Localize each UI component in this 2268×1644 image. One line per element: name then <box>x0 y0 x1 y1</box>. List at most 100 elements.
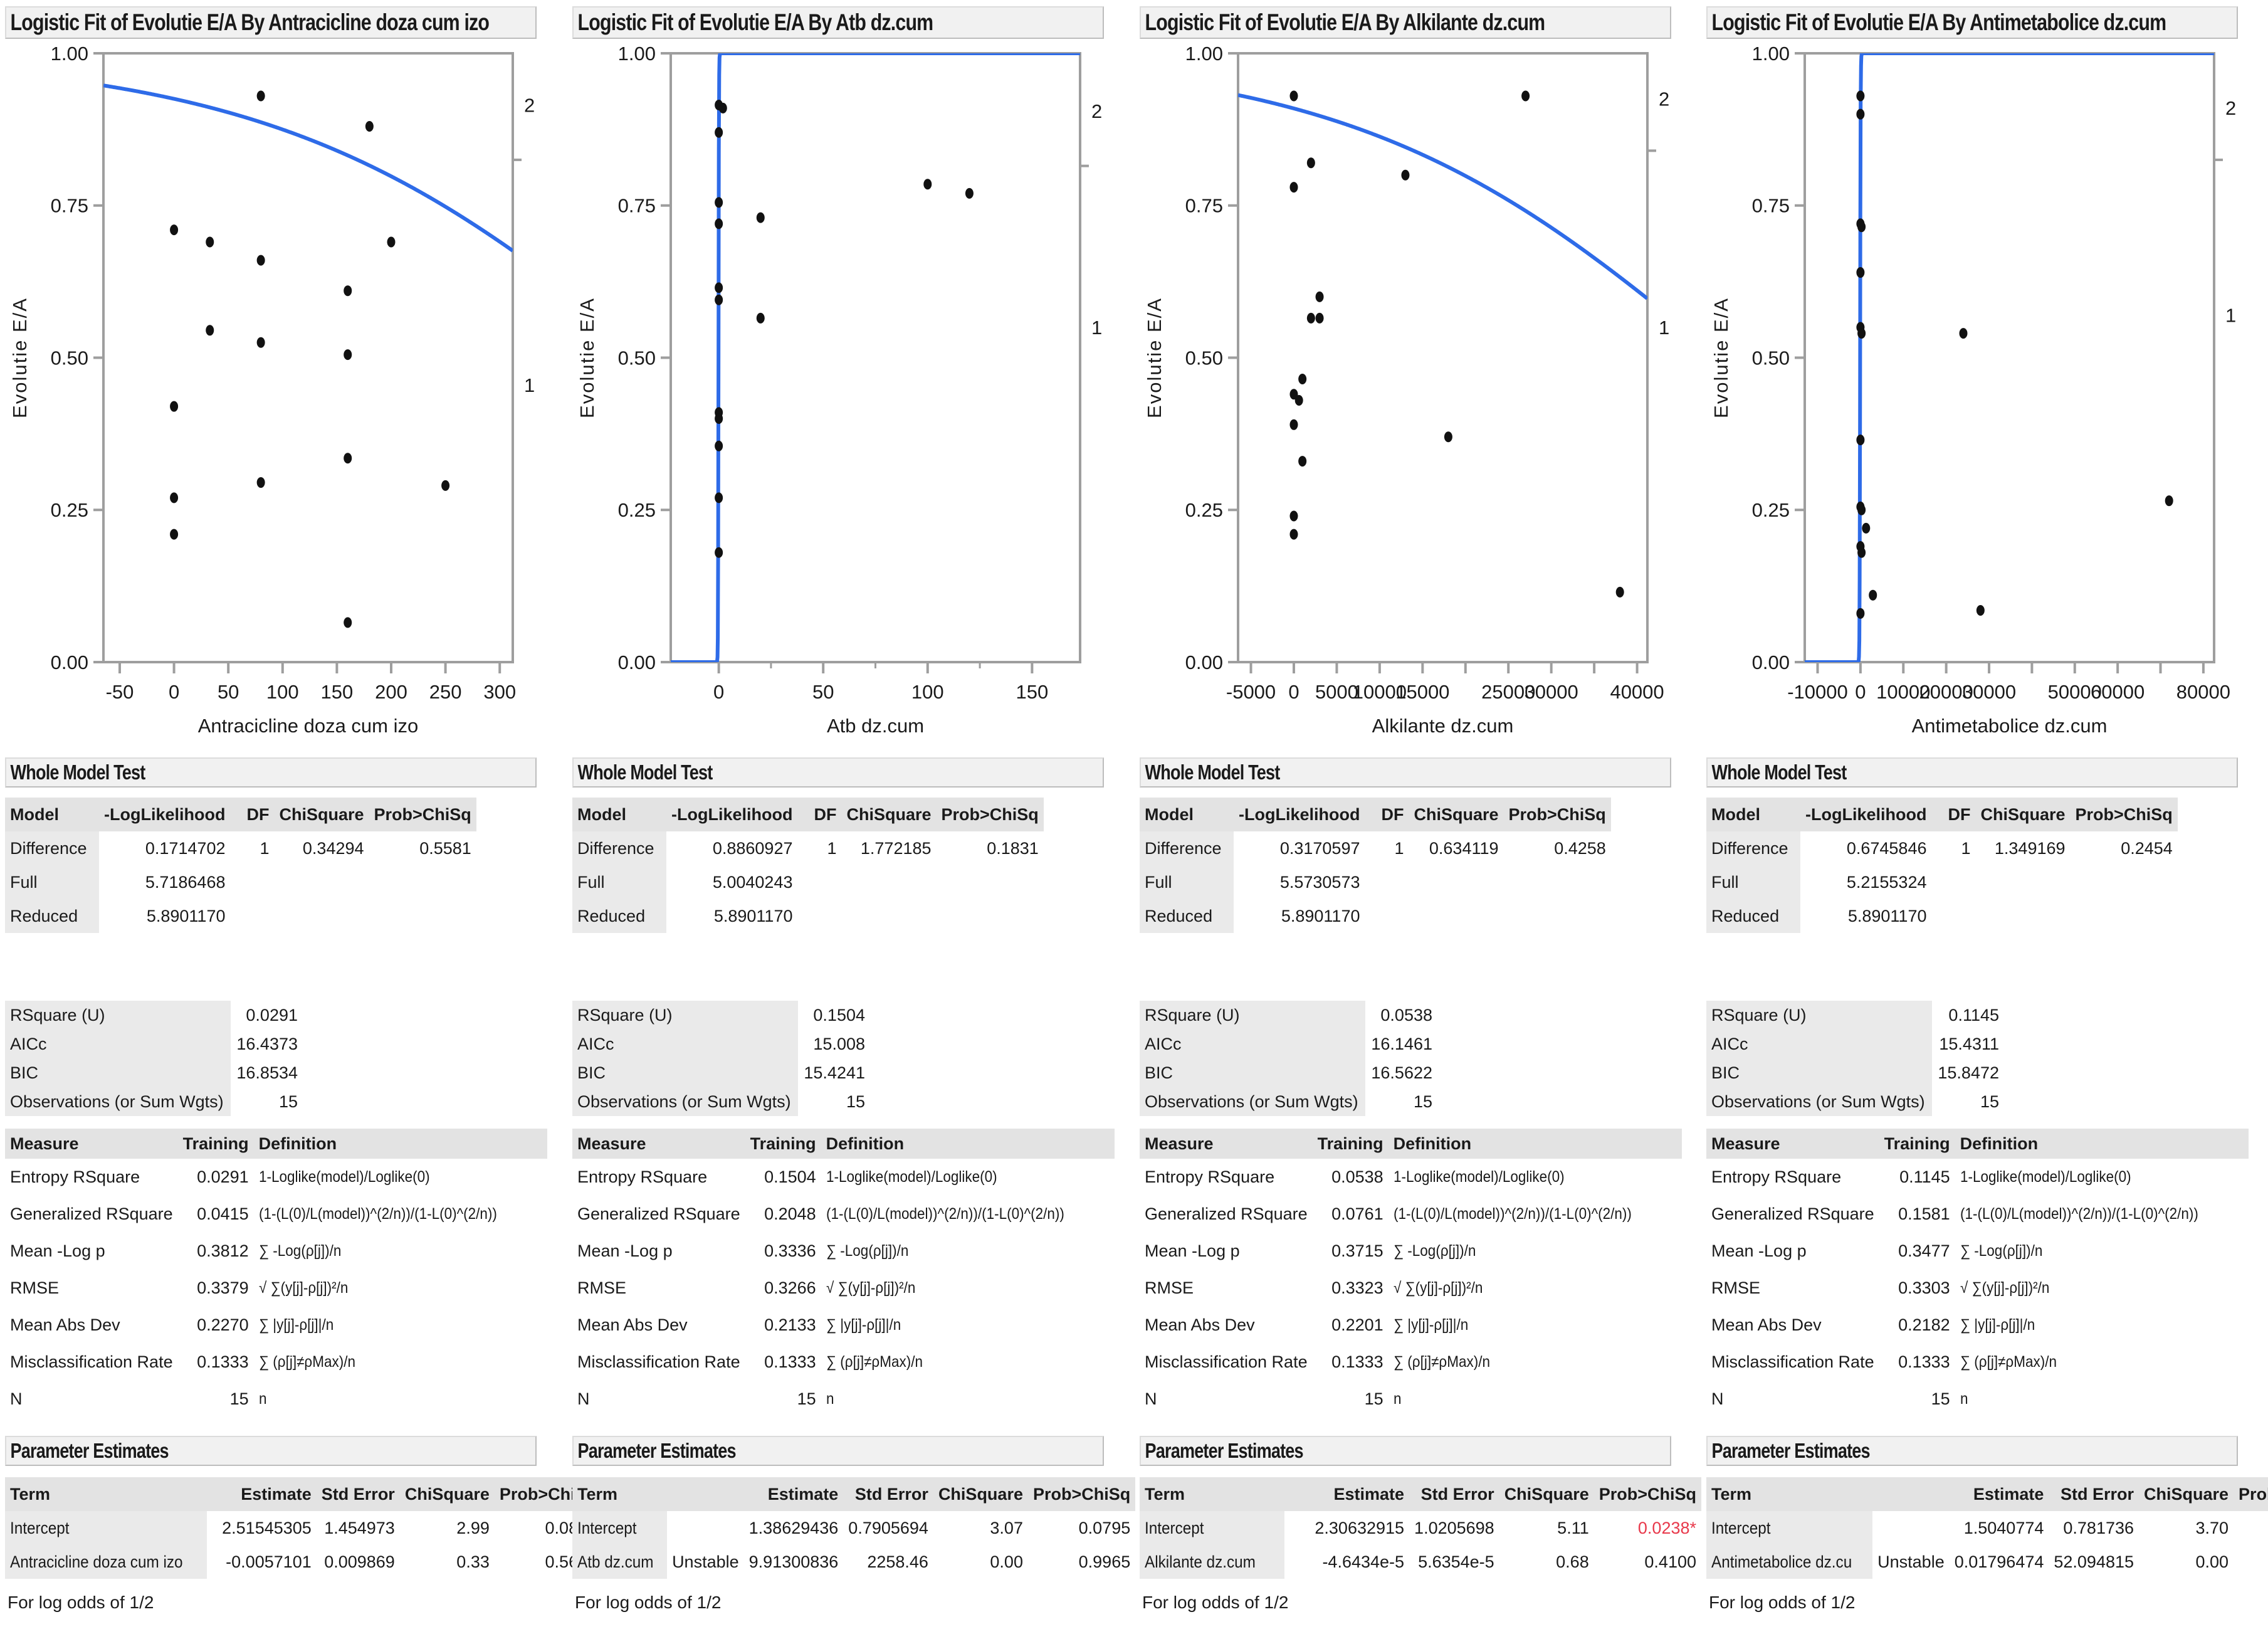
y-tick-label: 0.25 <box>1185 499 1223 521</box>
column-header: Prob>ChiSq <box>2070 798 2178 831</box>
measure-label: Mean Abs Dev <box>577 1315 688 1334</box>
stat-value: 15.4311 <box>1939 1034 1999 1053</box>
measure-label: Mean -Log p <box>1145 1241 1240 1260</box>
column-header: ChiSquare <box>1409 798 1504 831</box>
column-header: -LogLikelihood <box>1800 798 1932 831</box>
measure-definition: √ ∑(y[j]-ρ[j])²/n <box>821 1270 1115 1307</box>
model-row-label: Reduced <box>572 899 666 933</box>
stat-value: 15 <box>1980 1092 1999 1111</box>
measure-definition-text: (1-(L(0)/L(model))^(2/n))/(1-L(0)^(2/n)) <box>826 1205 1064 1223</box>
whole-model-test-header[interactable]: Whole Model Test <box>5 757 537 788</box>
column-header: Estimate <box>743 1477 844 1511</box>
measure-definition-text: 1-Loglike(model)/Loglike(0) <box>258 1168 430 1186</box>
table-cell: 0.6745846 <box>1846 838 1927 858</box>
log-odds-footnote: For log odds of 1/2 <box>1709 1593 1856 1612</box>
table-row: RSquare (U) 0.1145 <box>1706 1001 2004 1030</box>
x-tick-label: 250 <box>429 681 462 703</box>
x-tick-label: 40000 <box>1610 681 1664 703</box>
table-row: RMSE 0.3266 √ ∑(y[j]-ρ[j])²/n <box>572 1270 1115 1307</box>
table-cell: 0.634119 <box>1429 838 1499 858</box>
stat-value: 15 <box>1413 1092 1432 1111</box>
table-cell: 1 <box>1961 838 1971 858</box>
data-point <box>170 492 179 503</box>
panel-title-bar[interactable]: Logistic Fit of Evolutie E/A By Atb dz.c… <box>572 6 1104 39</box>
column-header: DF <box>230 798 275 831</box>
panel-title-bar[interactable]: Logistic Fit of Evolutie E/A By Antimeta… <box>1706 6 2238 39</box>
measure-definition: 1-Loglike(model)/Loglike(0) <box>1955 1159 2249 1196</box>
table-cell: 0.3170597 <box>1279 838 1360 858</box>
scatter-plot: 0.00 0.25 0.50 0.75 1.00 0 50 100 150 Evolutie E/… <box>576 43 1102 737</box>
estimate-value: 2.51545305 <box>222 1518 312 1537</box>
table-row: Intercept 1.38629436 0.7905694 3.07 0.0795 <box>572 1511 1135 1545</box>
panel-title-bar[interactable]: Logistic Fit of Evolutie E/A By Alkilant… <box>1140 6 1671 39</box>
plot-frame <box>102 52 514 663</box>
y-tick-label: 0.50 <box>618 347 656 369</box>
measure-label: Entropy RSquare <box>577 1167 708 1186</box>
table-row: RSquare (U) 0.0538 <box>1140 1001 1437 1030</box>
whole-model-test-header[interactable]: Whole Model Test <box>572 757 1104 788</box>
parameter-estimates-header[interactable]: Parameter Estimates <box>1140 1436 1671 1466</box>
table-row: Reduced 5.8901170 <box>5 899 476 933</box>
table-header-row: Model -LogLikelihood DF ChiSquare Prob>ChiSq <box>572 798 1044 831</box>
column-header: Measure <box>572 1129 745 1159</box>
measure-label: Misclassification Rate <box>10 1352 173 1371</box>
table-cell: 1.349169 <box>1994 838 2066 858</box>
term-text: Intercept <box>1145 1518 1204 1537</box>
x-tick-label: 15000 <box>1395 681 1449 703</box>
data-point <box>715 197 723 208</box>
measure-definition: ∑ (ρ[j]≠ρMax)/n <box>1389 1344 1682 1381</box>
data-point <box>1869 589 1877 601</box>
column-header: -LogLikelihood <box>1234 798 1365 831</box>
right-axis-level-2-label: 2 <box>1091 100 1102 122</box>
panel-title-bar[interactable]: Logistic Fit of Evolutie E/A By Antracic… <box>5 6 537 39</box>
x-tick-label: 0 <box>169 681 179 703</box>
measure-value: 0.3323 <box>1331 1278 1383 1297</box>
table-cell <box>2071 865 2178 899</box>
table-header-row: Measure Training Definition <box>572 1129 1115 1159</box>
measure-label: Mean Abs Dev <box>10 1315 120 1334</box>
data-point <box>1856 608 1865 619</box>
whole-model-test-table: Model -LogLikelihood DF ChiSquare Prob>ChiSq… <box>1706 798 2178 933</box>
parameter-estimates-header[interactable]: Parameter Estimates <box>5 1436 537 1466</box>
model-row-label: Difference <box>5 831 99 865</box>
fit-statistics-table: RSquare (U) 0.0538 AICc 16.1461 BIC 16.5622 Ob… <box>1140 1001 1437 1116</box>
column-header: ChiSquare <box>1499 1477 1594 1511</box>
model-row-label: Full <box>1706 865 1800 899</box>
whole-model-test-header[interactable]: Whole Model Test <box>1140 757 1671 788</box>
stat-label: RSquare (U) <box>5 1001 231 1030</box>
x-tick-label: 100 <box>911 681 944 703</box>
measure-value: 0.1333 <box>197 1352 249 1371</box>
table-row: N 15 n <box>5 1381 547 1418</box>
measure-definition: 1-Loglike(model)/Loglike(0) <box>1389 1159 1682 1196</box>
column-header: ChiSquare <box>399 1477 495 1511</box>
measure-label: Mean -Log p <box>1711 1241 1807 1260</box>
measure-value: 0.2270 <box>197 1315 249 1334</box>
term-cell: Antimetabolice dz.cu <box>1706 1545 1873 1579</box>
model-row-label: Full <box>572 865 666 899</box>
table-row: N 15 n <box>572 1381 1115 1418</box>
table-cell: 5.8901170 <box>1847 906 1927 925</box>
y-tick-label: 1.00 <box>618 43 656 65</box>
measure-value: 0.1145 <box>1899 1167 1950 1186</box>
whole-model-test-header[interactable]: Whole Model Test <box>1706 757 2238 788</box>
stat-label: Observations (or Sum Wgts) <box>1706 1087 1932 1116</box>
measure-definition-text: ∑ |y[j]-ρ[j]|/n <box>258 1316 333 1334</box>
y-axis-title: Evolutie E/A <box>1143 297 1165 418</box>
x-tick-label: 300 <box>483 681 516 703</box>
table-row: Mean -Log p 0.3812 ∑ -Log(ρ[j])/n <box>5 1233 547 1270</box>
right-axis-level-1-label: 1 <box>2225 304 2236 326</box>
data-point <box>256 477 265 488</box>
table-cell <box>369 865 476 899</box>
x-axis-title: Alkilante dz.cum <box>1372 715 1514 737</box>
table-row: Difference 0.3170597 1 0.634119 0.4258 <box>1140 831 1611 865</box>
measure-definition-text: ∑ -Log(ρ[j])/n <box>1393 1242 1476 1260</box>
whole-model-test-table: Model -LogLikelihood DF ChiSquare Prob>ChiSq… <box>1140 798 1611 933</box>
parameter-estimates-header[interactable]: Parameter Estimates <box>1706 1436 2238 1466</box>
column-header: Measure <box>1140 1129 1313 1159</box>
parameter-estimates-header[interactable]: Parameter Estimates <box>572 1436 1104 1466</box>
table-row: Mean Abs Dev 0.2182 ∑ |y[j]-ρ[j]|/n <box>1706 1307 2249 1344</box>
data-point <box>718 102 727 113</box>
